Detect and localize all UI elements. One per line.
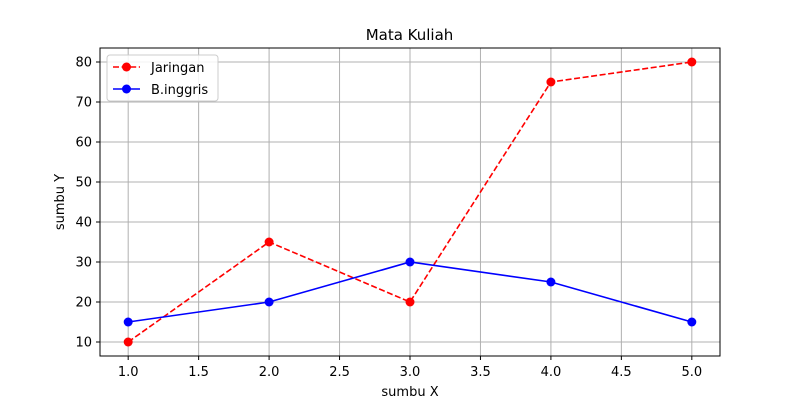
- x-tick-label: 4.0: [541, 365, 562, 380]
- y-tick-label: 60: [75, 136, 92, 151]
- y-tick-label: 40: [75, 216, 92, 231]
- y-tick-label: 20: [75, 296, 92, 311]
- legend-swatch-marker: [122, 62, 131, 72]
- x-tick-label: 2.5: [329, 365, 350, 380]
- data-point: [123, 337, 133, 347]
- data-point: [546, 77, 556, 87]
- x-tick-label: 1.5: [188, 365, 209, 380]
- legend-item: Jaringan: [113, 61, 204, 76]
- series: [123, 57, 697, 347]
- data-point: [405, 297, 415, 307]
- series-line: [127, 61, 692, 343]
- data-point: [687, 57, 697, 67]
- x-axis-ticks: 1.0 1.5 2.0 2.5 3.0 3.5 4.0 4.5 5.0: [118, 356, 702, 380]
- x-axis-label: sumbu X: [381, 385, 438, 400]
- y-axis-ticks: 10 20 30 40 50 60 70 80: [75, 56, 100, 351]
- chart-title: Mata Kuliah: [366, 26, 454, 44]
- series-1: [123, 257, 697, 327]
- legend-label: B.inggris: [151, 83, 208, 98]
- x-tick-label: 1.0: [118, 365, 139, 380]
- y-tick-label: 80: [75, 56, 92, 71]
- x-tick-label: 5.0: [681, 365, 702, 380]
- legend-label: Jaringan: [150, 61, 204, 76]
- x-tick-label: 4.5: [611, 365, 632, 380]
- plot-area-frame: [99, 47, 721, 357]
- y-tick-label: 30: [75, 256, 92, 271]
- x-tick-label: 3.0: [400, 365, 421, 380]
- grid: [100, 48, 720, 356]
- legend-swatch-marker: [122, 84, 131, 94]
- y-tick-label: 70: [75, 96, 92, 111]
- data-point: [546, 277, 556, 287]
- y-axis-label: sumbu Y: [53, 174, 68, 230]
- data-point: [264, 297, 274, 307]
- legend-item: B.inggris: [113, 83, 208, 98]
- data-point: [264, 237, 274, 247]
- legend: Jaringan B.inggris: [106, 54, 219, 102]
- y-tick-label: 50: [75, 176, 92, 191]
- data-point: [405, 257, 415, 267]
- series-0: [123, 57, 697, 347]
- data-point: [687, 317, 697, 327]
- x-tick-label: 2.0: [259, 365, 280, 380]
- y-tick-label: 10: [75, 336, 92, 351]
- data-point: [123, 317, 133, 327]
- x-tick-label: 3.5: [470, 365, 491, 380]
